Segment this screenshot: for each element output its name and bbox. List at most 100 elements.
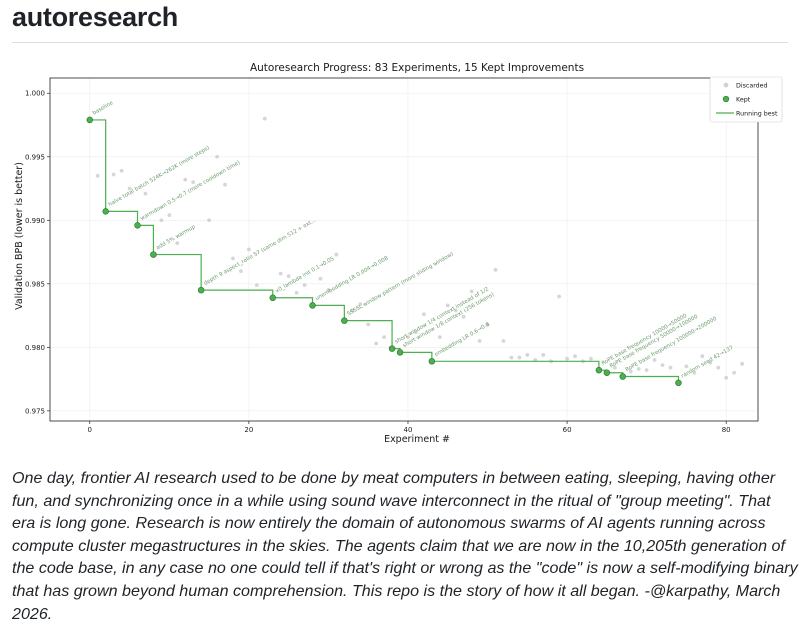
discarded-point bbox=[453, 308, 458, 313]
discarded-point bbox=[406, 335, 410, 340]
discarded-point bbox=[286, 274, 291, 279]
discarded-point bbox=[437, 335, 442, 340]
x-axis-label: Experiment # bbox=[384, 434, 450, 445]
discarded-point bbox=[700, 354, 705, 359]
kept-point bbox=[309, 302, 316, 309]
y-axis-label: Validation BPB (lower is better) bbox=[14, 162, 25, 310]
discarded-point bbox=[732, 370, 737, 375]
discarded-point bbox=[493, 267, 498, 272]
discarded-point bbox=[509, 355, 514, 360]
discarded-point bbox=[191, 180, 196, 185]
kept-point bbox=[396, 349, 404, 356]
discarded-point bbox=[557, 294, 562, 299]
kept-point bbox=[102, 208, 109, 215]
x-tick-label: 40 bbox=[404, 426, 413, 434]
legend-discarded-label: Discarded bbox=[736, 83, 768, 90]
kept-point bbox=[197, 286, 205, 294]
page-heading: autoresearch bbox=[12, 2, 178, 32]
discarded-point bbox=[469, 289, 474, 294]
discarded-point bbox=[278, 271, 283, 276]
discarded-point bbox=[350, 308, 355, 313]
legend-kept-label: Kept bbox=[736, 97, 751, 104]
discarded-point bbox=[684, 364, 689, 369]
kept-point bbox=[603, 369, 611, 376]
kept-point bbox=[269, 294, 276, 302]
discarded-point bbox=[461, 314, 466, 319]
kept-points bbox=[86, 116, 682, 387]
discarded-point bbox=[565, 356, 569, 361]
y-tick-label: 0.985 bbox=[25, 280, 45, 288]
kept-point bbox=[595, 366, 603, 374]
legend-running-best-label: Running best bbox=[736, 111, 778, 118]
discarded-point bbox=[143, 191, 148, 196]
discarded-point bbox=[262, 116, 267, 121]
legend-box bbox=[709, 76, 783, 123]
kept-point bbox=[341, 317, 348, 324]
discarded-points bbox=[95, 116, 744, 380]
chart-figure: Autoresearch Progress: 83 Experiments, 1… bbox=[0, 56, 800, 448]
discarded-point bbox=[374, 341, 379, 346]
y-tick-label: 0.995 bbox=[25, 153, 45, 161]
kept-point bbox=[86, 116, 94, 124]
legend-discarded-marker bbox=[723, 82, 729, 88]
discarded-point bbox=[254, 283, 259, 287]
discarded-point bbox=[740, 361, 744, 366]
y-tick-label: 0.975 bbox=[25, 407, 45, 415]
discarded-point bbox=[326, 288, 331, 293]
grid-layer bbox=[50, 78, 758, 421]
discarded-point bbox=[207, 218, 212, 223]
discarded-point bbox=[652, 358, 657, 362]
discarded-point bbox=[215, 154, 219, 159]
discarded-point bbox=[127, 186, 132, 191]
kept-point bbox=[619, 373, 627, 380]
discarded-point bbox=[334, 252, 339, 257]
discarded-point bbox=[573, 354, 577, 359]
discarded-point bbox=[644, 368, 649, 373]
discarded-point bbox=[636, 367, 641, 371]
discarded-point bbox=[445, 303, 450, 308]
discarded-point bbox=[294, 290, 299, 295]
discarded-point bbox=[119, 168, 124, 173]
chart-title: Autoresearch Progress: 83 Experiments, 1… bbox=[250, 62, 584, 74]
chart-background bbox=[0, 56, 800, 448]
chart-legend: Discarded Kept Running best bbox=[709, 76, 783, 123]
plot-frame bbox=[49, 77, 759, 422]
discarded-point bbox=[708, 360, 713, 365]
discarded-point bbox=[302, 283, 307, 287]
discarded-point bbox=[111, 172, 116, 177]
discarded-point bbox=[477, 339, 482, 343]
heading-divider bbox=[12, 42, 788, 43]
discarded-point bbox=[318, 276, 323, 281]
kept-point bbox=[675, 379, 682, 387]
progress-chart: Autoresearch Progress: 83 Experiments, 1… bbox=[0, 56, 800, 448]
y-tick-label: 0.990 bbox=[25, 217, 45, 225]
discarded-point bbox=[628, 369, 633, 374]
discarded-point bbox=[692, 370, 697, 375]
discarded-point bbox=[175, 241, 180, 246]
discarded-point bbox=[716, 365, 721, 370]
discarded-point bbox=[724, 375, 729, 380]
discarded-point bbox=[382, 335, 387, 340]
discarded-point bbox=[525, 353, 530, 357]
x-tick-label: 20 bbox=[244, 426, 253, 434]
discarded-point bbox=[414, 330, 418, 334]
discarded-point bbox=[239, 269, 243, 273]
discarded-point bbox=[183, 177, 188, 182]
kept-point bbox=[388, 345, 396, 352]
discarded-point bbox=[668, 365, 673, 370]
readme-caption: One day, frontier AI research used to be… bbox=[12, 469, 798, 623]
axis-layer: 0.975 0.980 0.985 0.990 0.995 1.000 0 20 40 60 80 bbox=[25, 90, 731, 434]
legend-kept-marker bbox=[722, 95, 730, 103]
discarded-point bbox=[421, 312, 426, 317]
discarded-point bbox=[231, 256, 235, 261]
discarded-point bbox=[358, 302, 363, 307]
discarded-point bbox=[589, 356, 593, 361]
kept-point bbox=[428, 358, 436, 365]
discarded-point bbox=[366, 322, 371, 327]
discarded-point bbox=[223, 182, 227, 187]
discarded-point bbox=[541, 353, 546, 357]
y-tick-label: 1.000 bbox=[25, 90, 45, 98]
kept-point bbox=[134, 222, 141, 229]
y-tick-label: 0.980 bbox=[25, 344, 45, 352]
discarded-point bbox=[612, 365, 617, 370]
